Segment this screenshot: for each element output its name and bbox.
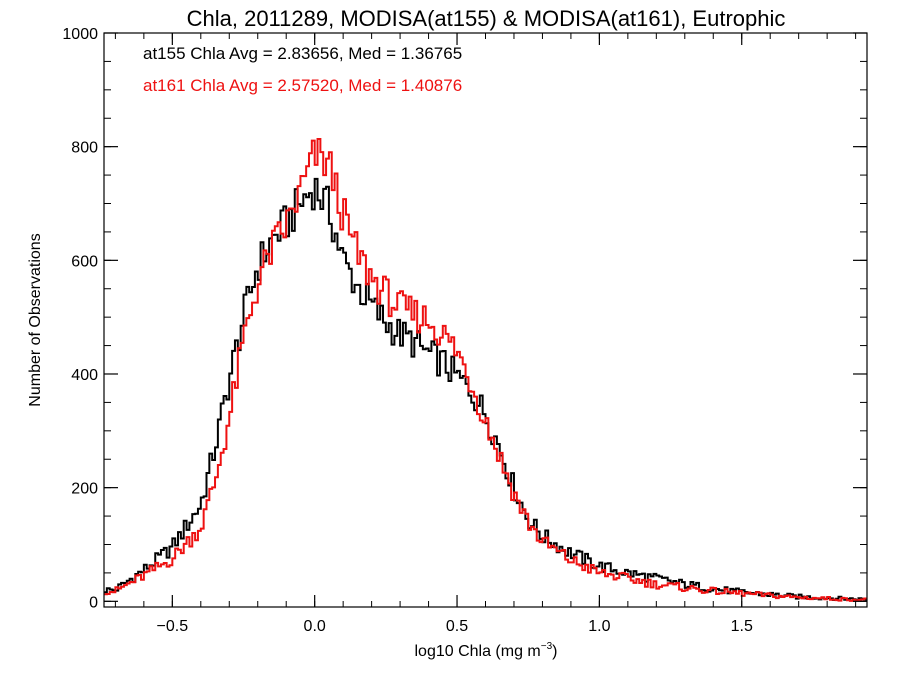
chart-title: Chla, 2011289, MODISA(at155) & MODISA(at…	[187, 6, 786, 31]
x-axis: −0.5 0.0 0.5 1.0 1.5	[114, 33, 857, 635]
y-axis-label: Number of Observations	[27, 233, 44, 406]
series-layer	[104, 137, 867, 602]
x-tick-label: −0.5	[157, 618, 189, 635]
y-tick-label: 1000	[62, 26, 98, 43]
series-line-at161	[104, 137, 867, 602]
y-tick-label: 200	[71, 481, 98, 498]
plot-frame	[103, 32, 868, 608]
y-tick-label: 0	[89, 594, 98, 611]
x-tick-label: 0.0	[304, 618, 326, 635]
y-axis: 0 200 400 600 800 1000	[62, 26, 867, 611]
series-line-at155	[104, 177, 867, 602]
x-axis-label: log10 Chla (mg m−3)	[414, 641, 557, 660]
y-tick-label: 800	[71, 140, 98, 157]
annotation-at155: at155 Chla Avg = 2.83656, Med = 1.36765	[143, 44, 462, 63]
x-axis-label-sup: −3	[541, 641, 553, 652]
y-tick-label: 600	[71, 253, 98, 270]
annotation-at161: at161 Chla Avg = 2.57520, Med = 1.40876	[143, 76, 462, 95]
x-tick-label: 1.5	[731, 618, 753, 635]
y-tick-label: 400	[71, 367, 98, 384]
x-tick-label: 0.5	[446, 618, 468, 635]
x-axis-label-main: log10 Chla (mg m	[414, 643, 540, 660]
x-tick-label: 1.0	[588, 618, 610, 635]
x-axis-label-end: )	[552, 643, 557, 660]
